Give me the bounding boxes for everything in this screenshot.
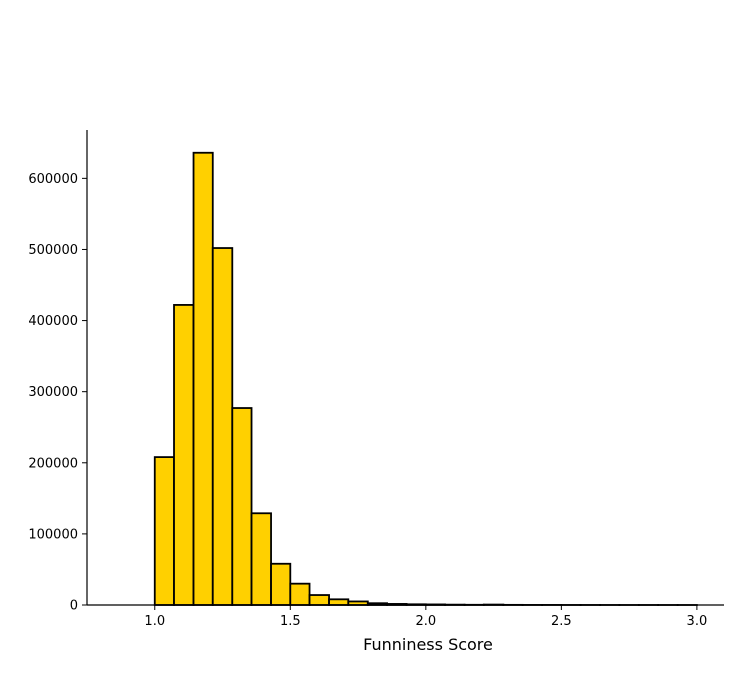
y-tick-label: 500000 — [28, 243, 78, 258]
y-tick-label: 0 — [70, 599, 78, 614]
y-tick-label: 100000 — [28, 527, 78, 542]
histogram-bar-9 — [289, 582, 311, 606]
histogram-bar-8 — [270, 562, 292, 606]
y-tick-label: 300000 — [28, 385, 78, 400]
histogram-bar-10 — [308, 594, 330, 606]
x-ticks-group: 1.0 1.5 2.0 2.5 3.0 — [144, 605, 707, 629]
histogram-bar-2 — [153, 456, 175, 606]
y-tick-label: 400000 — [28, 314, 78, 329]
histogram-bar-5 — [211, 247, 234, 606]
x-tick-label: 3.0 — [687, 614, 708, 629]
histogram-bar-11 — [328, 598, 350, 606]
y-tick-label: 600000 — [28, 172, 78, 187]
histogram-bar-7 — [250, 512, 272, 606]
bars-group — [153, 151, 698, 606]
histogram-bar-3 — [173, 304, 195, 606]
histogram-bar-4 — [192, 151, 214, 606]
x-tick-label: 1.5 — [280, 614, 301, 629]
x-axis-title: Funniness Score — [363, 635, 493, 654]
histogram-bar-6 — [231, 407, 253, 606]
x-tick-label: 2.0 — [415, 614, 436, 629]
y-ticks-group: 0 100000 200000 300000 400000 500000 600000 — [28, 172, 87, 614]
x-tick-label: 2.5 — [551, 614, 572, 629]
y-tick-label: 200000 — [28, 456, 78, 471]
x-tick-label: 1.0 — [144, 614, 165, 629]
